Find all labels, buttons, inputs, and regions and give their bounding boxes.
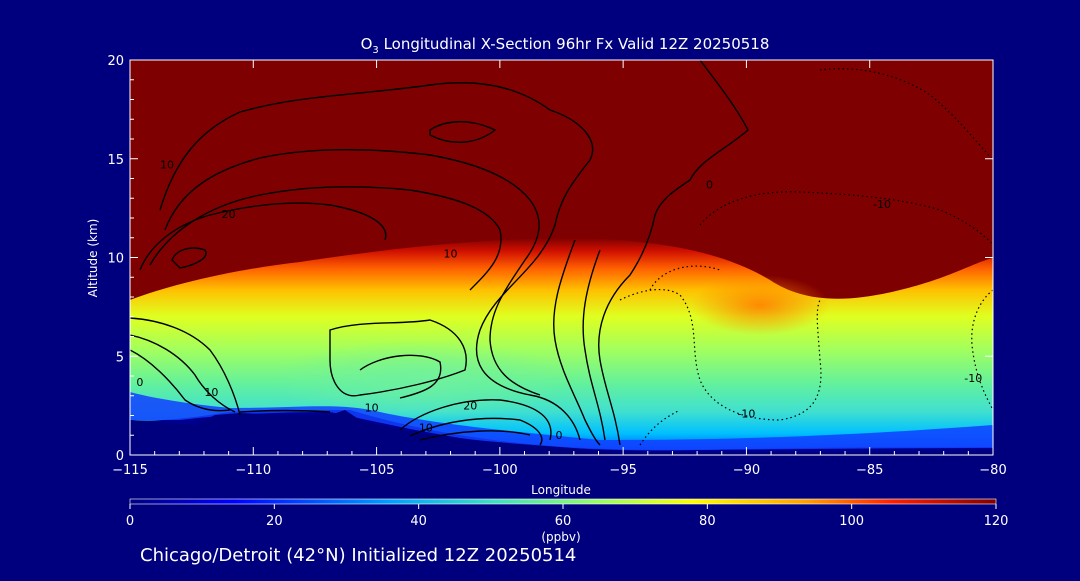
colorbar-tick-label: 60	[555, 514, 572, 529]
contour-mid-inner	[359, 354, 442, 399]
colorbar	[130, 499, 996, 504]
contour-bl-10	[239, 409, 331, 413]
contour-upper-4	[139, 202, 387, 271]
x-tick-label: −85	[856, 463, 883, 478]
y-tick-label: 10	[107, 252, 124, 267]
contour-mid-10b	[582, 249, 606, 441]
contour-labels: 10 20 0 10 -10 0 10 10 20 10 0 -10 -10	[136, 159, 982, 443]
contour-label: 10	[444, 248, 458, 261]
contour-neg-1	[619, 289, 822, 421]
x-tick-label: −100	[482, 463, 518, 478]
colorbar-tick-label: 40	[410, 514, 427, 529]
colorbar-tick-label: 120	[984, 514, 1009, 529]
x-tick-label: −95	[609, 463, 636, 478]
colorbar-tick-label: 100	[839, 514, 864, 529]
contour-label: 20	[463, 400, 477, 413]
y-axis-label: Altitude (km)	[86, 219, 100, 298]
ozone-field: 10 20 0 10 -10 0 10 10 20 10 0 -10 -10	[130, 60, 993, 455]
contour-upper-3	[149, 186, 502, 291]
contour-label: 10	[204, 386, 218, 399]
contour-bl-20	[399, 399, 552, 441]
chart-title: O3 Longitudinal X-Section 96hr Fx Valid …	[361, 35, 770, 56]
contour-label: 10	[365, 402, 379, 415]
colorbar-ticks: 0 20 40 60 80 100 120	[126, 504, 1009, 529]
footer-text: Chicago/Detroit (42°N) Initialized 12Z 2…	[140, 545, 576, 566]
contour-loop-top	[429, 121, 497, 143]
x-tick-label: −90	[733, 463, 760, 478]
y-tick-label: 5	[116, 350, 124, 365]
contour-bl-20b	[409, 417, 543, 446]
contour-label: 10	[419, 421, 433, 434]
colorbar-unit-label: (ppbv)	[541, 530, 580, 544]
colorbar-tick-label: 80	[699, 514, 716, 529]
orange-blob	[690, 275, 830, 335]
y-tick-label: 15	[107, 153, 124, 168]
contour-label: -10	[873, 198, 891, 211]
x-tick-label: −115	[112, 463, 148, 478]
contour-label: 0	[556, 429, 563, 442]
x-tick-label: −80	[979, 463, 1006, 478]
x-tick-label: −105	[359, 463, 395, 478]
title-subscript: 3	[372, 45, 378, 56]
contour-low-2	[130, 334, 236, 413]
y-tick-label: 0	[116, 449, 124, 464]
y-tick-label: 20	[107, 54, 124, 69]
terrain	[130, 410, 993, 455]
contour-bl-20c	[419, 430, 531, 441]
colorbar-tick-label: 0	[126, 514, 134, 529]
x-tick-label: −110	[235, 463, 271, 478]
contour-mid-10a	[553, 239, 601, 446]
contour-upper-outer	[159, 82, 594, 441]
contour-mid-loop	[329, 319, 467, 397]
colorbar-tick-label: 20	[266, 514, 283, 529]
contour-label: 10	[160, 159, 174, 172]
contour-right-0	[598, 60, 749, 446]
title-rest: Longitudinal X-Section 96hr Fx Valid 12Z…	[379, 35, 770, 53]
surface-blue	[130, 392, 993, 451]
contour-label: 20	[222, 208, 236, 221]
contour-loop-small	[171, 247, 207, 269]
x-axis: −115 −110 −105 −100 −95 −90 −85 −80	[112, 60, 1007, 478]
x-axis-label: Longitude	[531, 483, 591, 497]
contour-label: 0	[706, 178, 713, 191]
contour-low-1	[130, 317, 241, 416]
contour-low-3	[130, 349, 231, 412]
contour-label: -10	[737, 407, 755, 420]
contour-upper-2	[164, 149, 541, 396]
contours	[130, 60, 993, 446]
title-prefix: O	[361, 35, 373, 53]
contour-label: -10	[964, 372, 982, 385]
contour-label: 0	[136, 376, 143, 389]
